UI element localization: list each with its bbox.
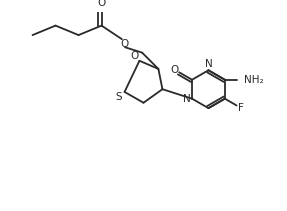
Text: O: O	[120, 39, 128, 49]
Text: F: F	[238, 103, 244, 113]
Text: O: O	[130, 51, 138, 61]
Text: N: N	[183, 94, 191, 104]
Text: S: S	[115, 92, 122, 102]
Text: O: O	[97, 0, 106, 8]
Text: O: O	[170, 65, 179, 74]
Text: N: N	[205, 59, 212, 69]
Text: NH₂: NH₂	[244, 75, 263, 85]
